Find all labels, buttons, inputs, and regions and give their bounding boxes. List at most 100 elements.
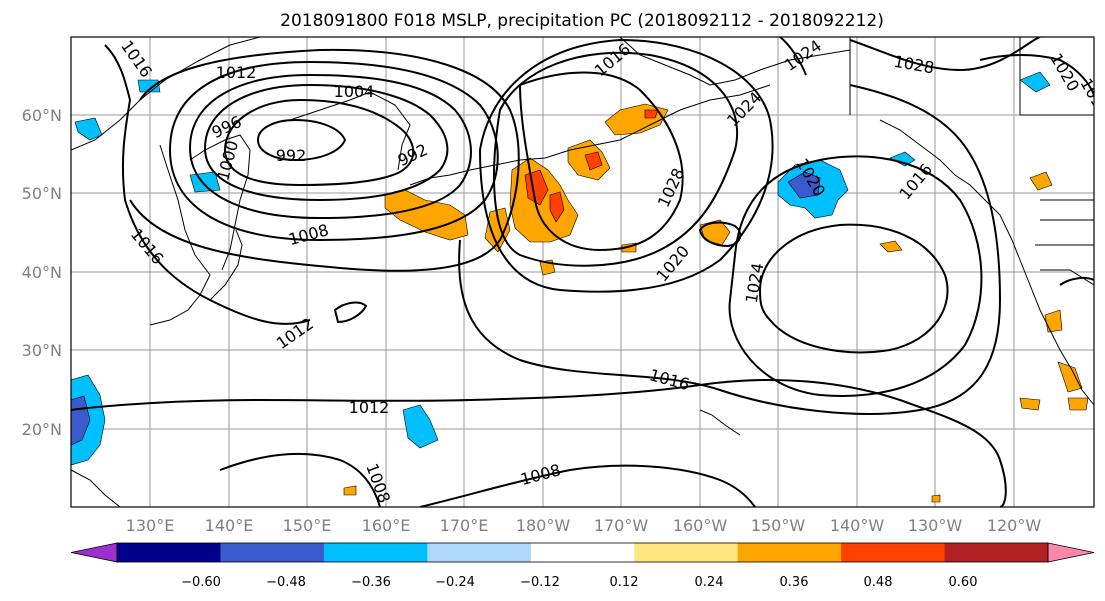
isobar-996 [223,98,415,187]
colorbar-bin [117,543,221,562]
lon-tick-label: 160°E [362,516,411,535]
precip-positive-area [1044,309,1063,333]
precip-positive-area [484,207,511,253]
lon-tick-label: 130°W [908,516,963,535]
colorbar-tick-label: −0.24 [435,575,475,590]
lat-tick-label: 20°N [22,420,62,439]
lon-tick-label: 140°E [205,516,254,535]
precip-positive-area [384,189,469,241]
lon-tick-label: 170°E [440,516,489,535]
kamchatka-peninsula [289,91,411,171]
isobar-1028-northeast [849,37,1041,72]
colorbar-tick-labels: −0.60 −0.48 −0.36 −0.24 −0.12 0.12 0.24 … [181,575,977,590]
colorbar-extend-low [70,542,118,563]
colorbar-tick-label: 0.48 [864,575,893,590]
lon-tick-label: 140°W [830,516,885,535]
isobar-1008-south [219,452,381,507]
precip-strong-negative-area [787,171,821,199]
precipitation-shading [71,71,1089,503]
isobar-1020-cell [698,221,742,248]
precip-negative-area [889,151,916,167]
colorbar-tick-label: 0.12 [610,575,639,590]
precip-positive-area [1029,171,1053,191]
isobar-1016-west [104,44,311,325]
isobar-label: 1004 [334,82,375,101]
isobar-1012-north [129,48,520,272]
colorbar-tick-label: 0.36 [780,575,809,590]
isobar-1016-central [458,84,1002,415]
precip-strong-positive-area [584,151,603,171]
kamchatka-okhotsk-coast [189,134,251,271]
lat-tick-label: 40°N [22,263,62,282]
isobar-1028 [518,71,684,252]
colorbar-bin [530,543,635,562]
isobar-label: 992 [276,146,307,165]
coastlines [71,37,1094,507]
precip-positive-area [1067,397,1089,411]
colorbar-bin [944,543,1049,562]
precip-positive-area [343,485,357,496]
alaska-coast [619,37,851,86]
isobar-label: 1012 [349,398,390,417]
isobar-1008 [168,60,499,242]
state-borders [1035,219,1094,286]
canada-borders [849,37,1094,116]
lon-tick-label: 150°W [751,516,806,535]
lon-tick-label: 160°W [673,516,728,535]
alaska-peninsula [544,84,771,159]
isobar-1020-west [478,38,774,293]
isobar-1024-east [758,223,949,354]
precip-positive-area [879,240,903,253]
isobar-1008-southeast [419,464,756,507]
figure-title: 2018091800 F018 MSLP, precipitation PC (… [280,11,884,31]
precip-positive-area [931,494,941,503]
lat-tick-label: 60°N [22,106,62,125]
precip-negative-area [402,404,439,449]
colorbar-tick-label: 0.60 [949,575,978,590]
colorbar: −0.60 −0.48 −0.36 −0.24 −0.12 0.12 0.24 … [70,542,1095,590]
colorbar-bin [737,543,842,562]
isobar-label: 1012 [216,63,257,82]
lon-tick-label: 130°E [126,516,175,535]
east-asia-coast [149,144,211,326]
colorbar-bin [220,543,325,562]
north-america-west-coast [879,119,1094,406]
map-frame [70,36,1095,508]
colorbar-bin [427,543,532,562]
colorbar-extend-high [1047,542,1095,563]
isobar-small-cell [333,301,368,324]
isobar-1024-west [493,51,739,267]
colorbar-bins [70,542,1095,563]
precip-negative-area [74,117,103,141]
precip-negative-area [1019,71,1051,93]
isobar-1004 [188,73,472,220]
isobar-1000 [203,83,449,202]
philippines-coast [71,469,121,507]
map-panel: 1016 1012 1004 996 992 992 1008 1000 101… [22,36,1095,535]
asia-coast [71,37,261,151]
latitude-axis: 60°N 50°N 40°N 30°N 20°N [22,106,62,439]
lon-tick-label: 180°W [516,516,571,535]
colorbar-bin [323,543,428,562]
colorbar-tick-label: −0.36 [351,575,391,590]
lon-tick-label: 150°E [283,516,332,535]
precip-strong-positive-area [644,109,659,119]
isobar-coastal [1059,276,1094,286]
colorbar-tick-label: −0.60 [181,575,221,590]
colorbar-bin [634,543,739,562]
precip-positive-area [1019,397,1041,411]
longitude-axis: 130°E 140°E 150°E 160°E 170°E 180°W 170°… [126,516,1042,535]
lon-tick-label: 170°W [594,516,649,535]
lat-tick-label: 30°N [22,341,62,360]
isobar-1020-east [728,155,983,397]
colorbar-tick-label: −0.12 [520,575,560,590]
precip-strong-positive-area [549,191,565,223]
isobar-1020-northeast [979,54,1094,96]
colorbar-tick-label: −0.48 [266,575,306,590]
colorbar-bin [841,543,946,562]
isobar-1024-north [779,37,807,76]
isobar-1012-south [71,379,1007,507]
hawaii-islands [699,409,741,436]
isobar-992 [256,118,347,162]
